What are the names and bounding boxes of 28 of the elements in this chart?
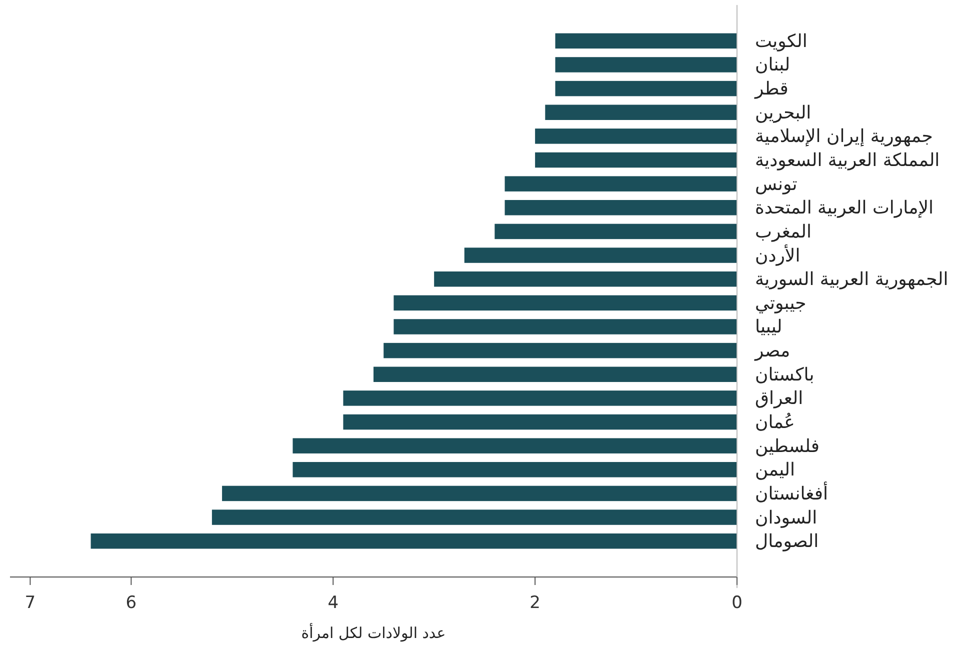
x-tick-label: 7 <box>24 593 36 613</box>
y-tick-label: الكويت <box>755 30 808 52</box>
y-tick-label: تونس <box>755 174 798 195</box>
y-tick-label: ليبيا <box>755 316 782 338</box>
y-tick-label: عُمان <box>755 412 795 433</box>
y-tick-label: مصر <box>754 340 790 362</box>
y-tick-label: قطر <box>754 78 788 100</box>
y-tick-label: جيبوتي <box>755 292 806 314</box>
y-tick-label: أفغانستان <box>755 481 828 504</box>
y-tick-label: جمهورية إيران الإسلامية <box>755 126 933 148</box>
y-tick-label: الأردن <box>755 243 800 266</box>
y-tick-label: الإمارات العربية المتحدة <box>755 198 934 219</box>
y-tick-label: فلسطين <box>755 436 820 457</box>
y-tick-label: المملكة العربية السعودية <box>755 150 940 171</box>
y-tick-label: العراق <box>755 388 804 410</box>
y-tick-label: لبنان <box>755 54 790 76</box>
y-tick-label: الجمهورية العربية السورية <box>755 269 948 290</box>
y-tick-label: البحرين <box>755 102 812 124</box>
y-tick-label: باكستان <box>755 364 814 386</box>
y-tick-label: اليمن <box>755 460 796 481</box>
x-tick-label: 0 <box>732 593 742 613</box>
y-tick-label: السودان <box>755 507 818 528</box>
x-tick-label: 2 <box>530 593 540 613</box>
y-tick-label: المغرب <box>755 221 812 242</box>
x-axis-title: عدد الولادات لكل امرأة <box>301 623 446 642</box>
x-tick-label: 6 <box>126 593 137 613</box>
x-tick-label: 4 <box>328 593 339 613</box>
y-tick-label: الصومال <box>755 531 819 552</box>
